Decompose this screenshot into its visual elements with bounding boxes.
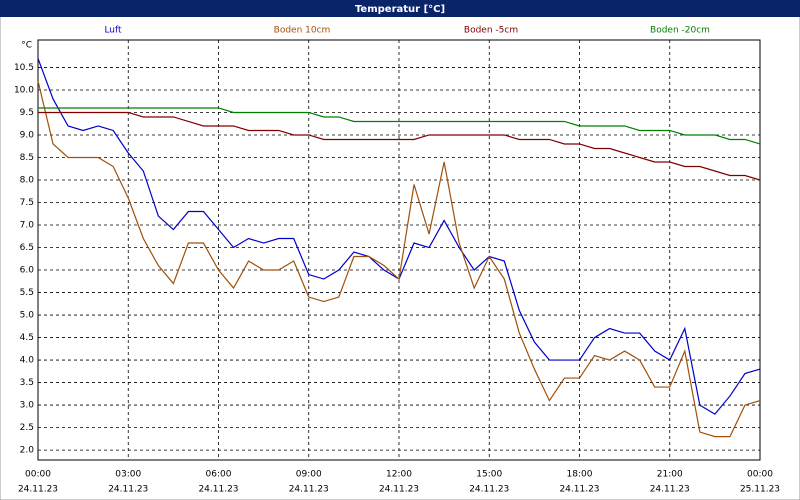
y-tick-label: 2.5: [20, 423, 34, 433]
x-tick-date: 24.11.23: [559, 485, 599, 495]
x-tick-label: 00:00: [747, 470, 773, 480]
y-tick-label: 7.0: [20, 221, 35, 231]
y-tick-label: 10.0: [14, 85, 34, 95]
y-axis-label: °C: [21, 41, 32, 51]
y-tick-label: 7.5: [20, 198, 34, 208]
y-tick-label: 6.5: [20, 243, 34, 253]
x-tick-date: 24.11.23: [289, 485, 329, 495]
title-bar: [0, 0, 800, 17]
y-tick-label: 5.5: [20, 288, 34, 298]
y-tick-label: 4.5: [20, 333, 34, 343]
x-tick-label: 09:00: [296, 470, 322, 480]
y-tick-label: 9.5: [20, 108, 34, 118]
x-tick-date: 25.11.23: [740, 485, 780, 495]
y-tick-label: 9.0: [20, 130, 35, 140]
y-tick-label: 6.0: [20, 266, 35, 276]
line-series: [38, 107, 761, 145]
line-series: [37, 80, 761, 438]
y-tick-label: 8.0: [20, 176, 35, 186]
x-tick-label: 06:00: [206, 470, 232, 480]
x-tick-label: 18:00: [567, 470, 593, 480]
x-tick-date: 24.11.23: [18, 485, 58, 495]
legend-entry: Boden 10cm: [274, 26, 331, 36]
y-tick-label: 2.0: [20, 446, 35, 456]
x-tick-date: 24.11.23: [198, 485, 238, 495]
x-tick-label: 12:00: [386, 470, 412, 480]
y-tick-label: 10.5: [14, 63, 34, 73]
chart-title: Temperatur [°C]: [355, 4, 445, 15]
x-tick-date: 24.11.23: [379, 485, 419, 495]
y-tick-label: 8.5: [20, 153, 34, 163]
x-tick-date: 24.11.23: [650, 485, 690, 495]
legend-entry: Boden -20cm: [650, 26, 710, 36]
x-tick-date: 24.11.23: [469, 485, 509, 495]
legend-entry: Boden -5cm: [464, 26, 518, 36]
x-tick-label: 15:00: [476, 470, 502, 480]
legend-entry: Luft: [104, 26, 122, 36]
x-tick-date: 24.11.23: [108, 485, 148, 495]
y-tick-label: 3.5: [20, 378, 34, 388]
y-tick-label: 5.0: [20, 311, 35, 321]
y-tick-label: 4.0: [20, 356, 35, 366]
x-tick-label: 03:00: [115, 470, 141, 480]
x-tick-label: 21:00: [657, 470, 683, 480]
x-tick-label: 00:00: [25, 470, 51, 480]
y-tick-label: 3.0: [20, 401, 35, 411]
line-series: [38, 111, 761, 181]
